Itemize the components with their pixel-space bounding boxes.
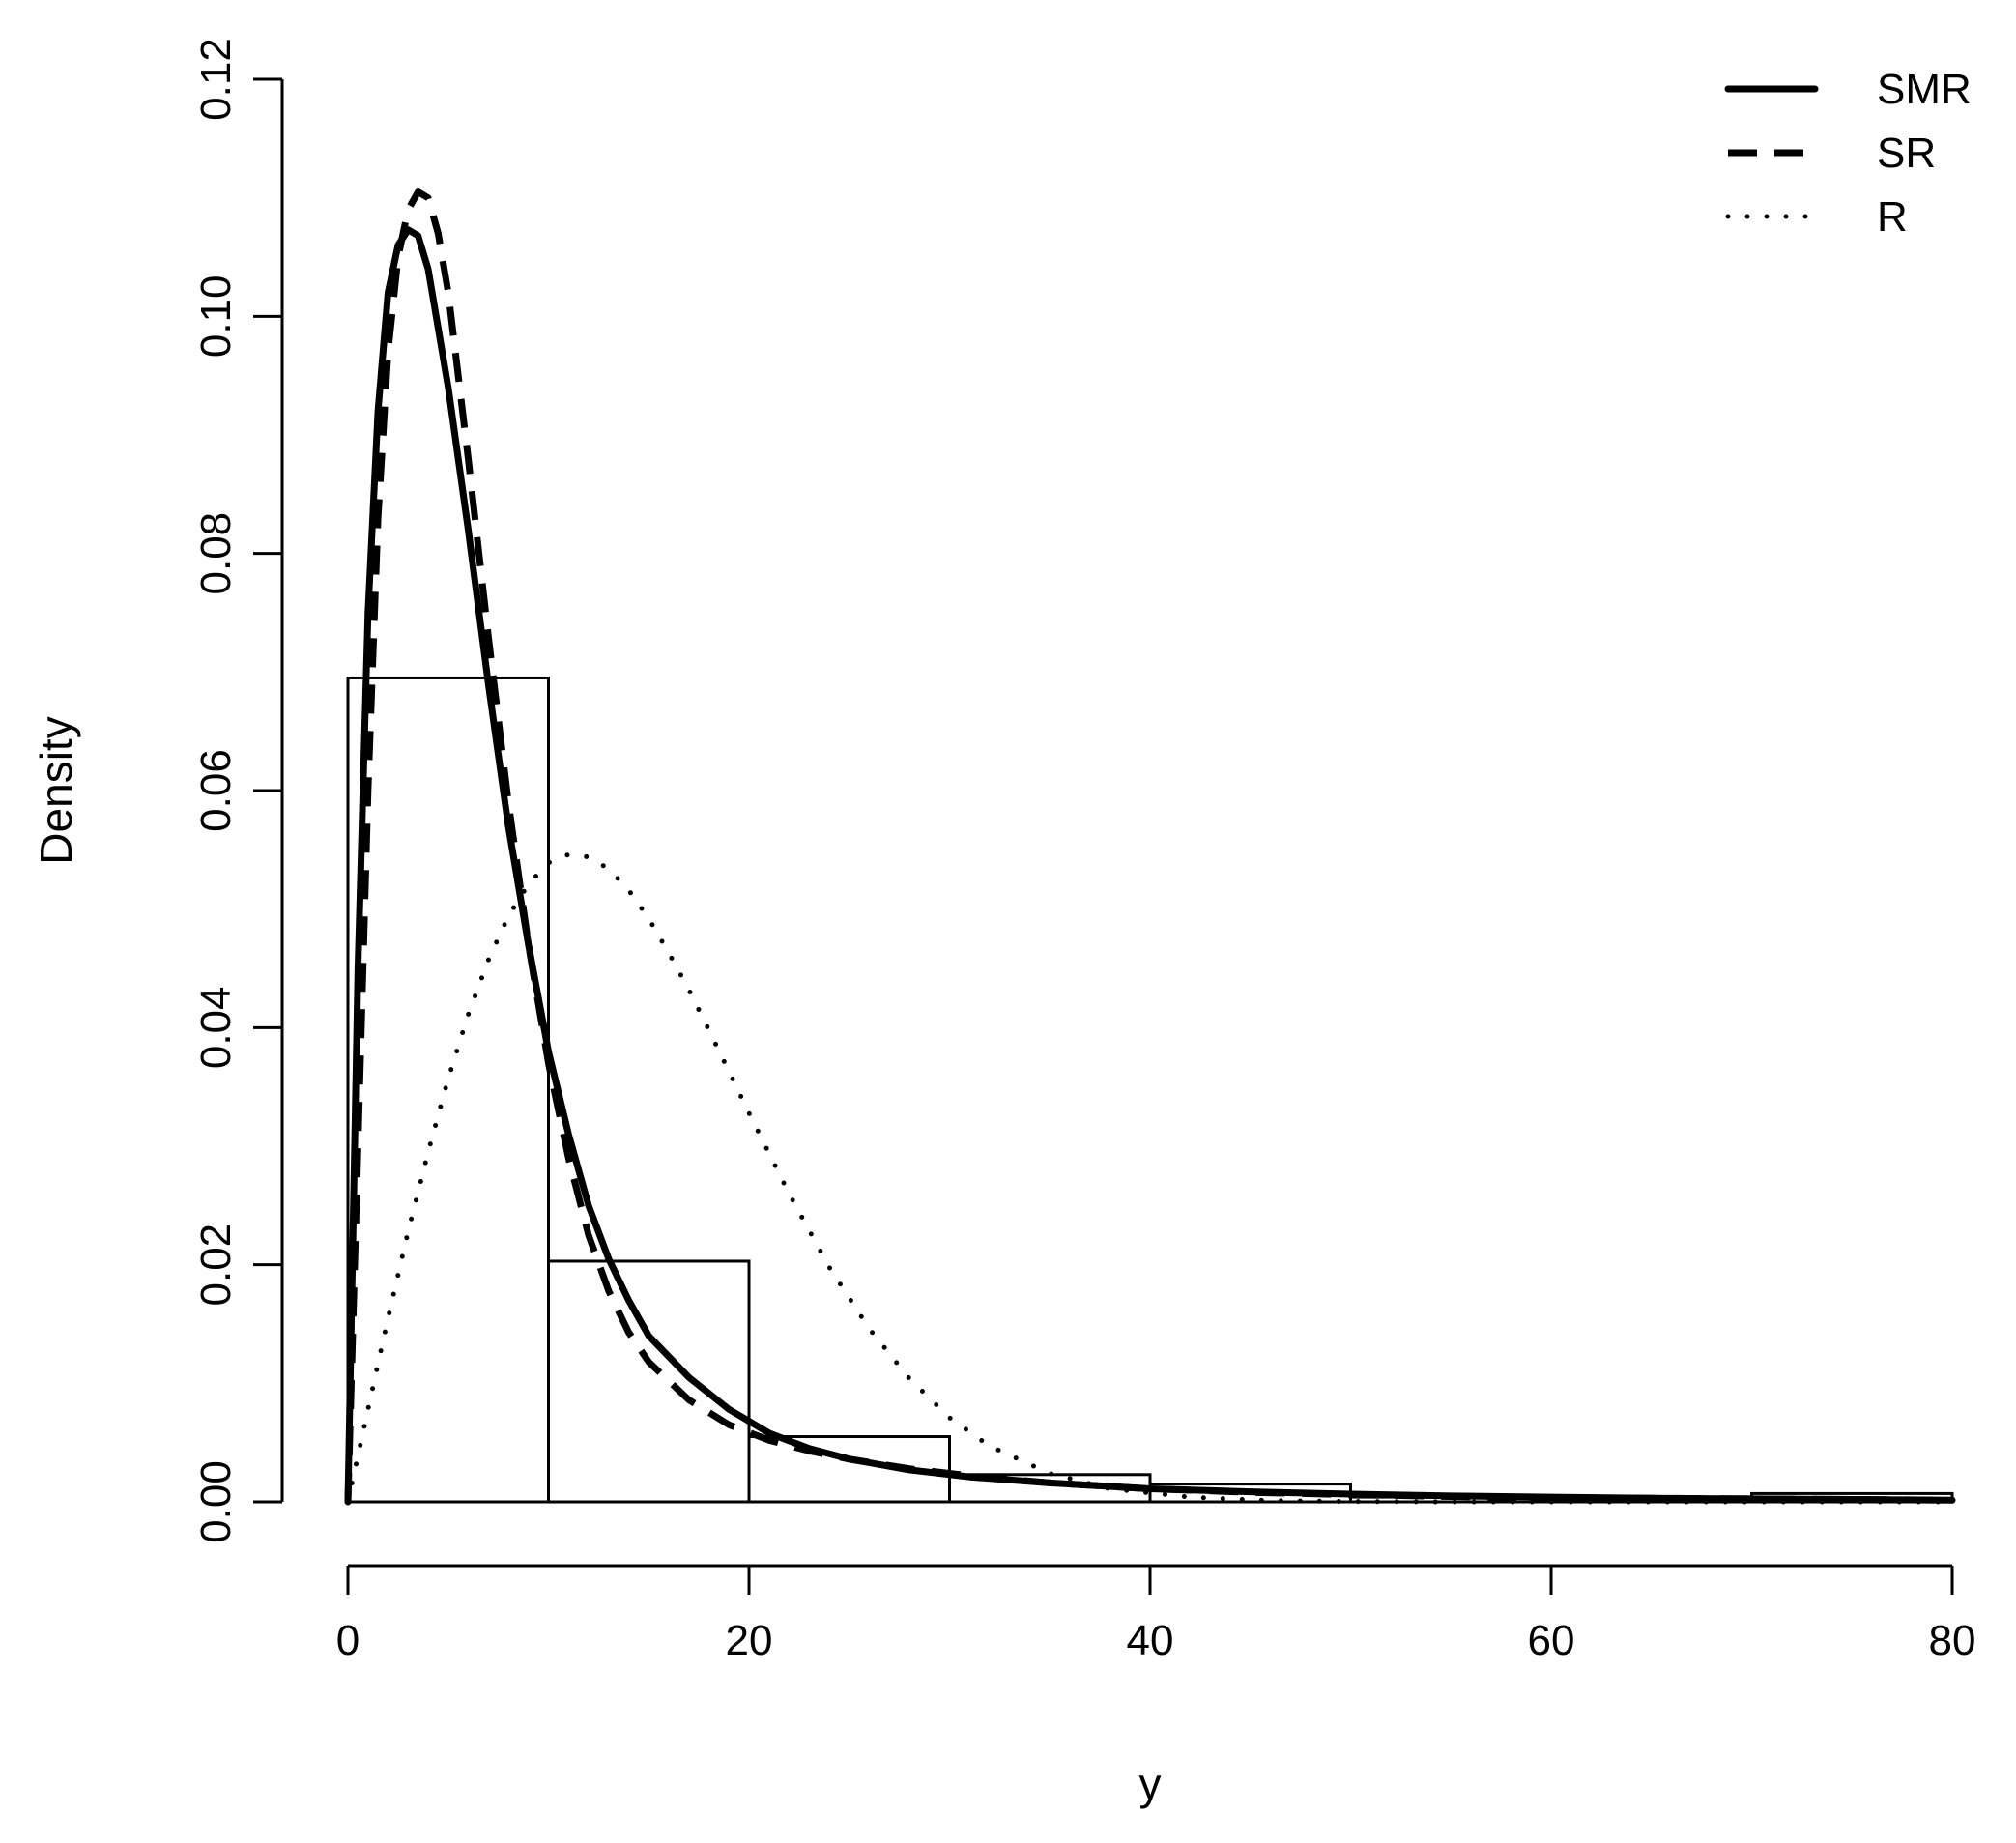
y-tick-label: 0.12 (192, 38, 240, 121)
y-tick-label: 0.06 (192, 749, 240, 832)
legend-item-sr: SR (1728, 130, 1936, 177)
y-axis: 0.00 0.02 0.04 0.06 0.08 0.10 0.12 Density (31, 38, 284, 1543)
legend-label: R (1877, 193, 1908, 241)
series-line-r (345, 851, 1955, 1505)
y-tick-label: 0.02 (192, 1224, 240, 1307)
histogram-bar (346, 676, 550, 1504)
density-curves (344, 188, 1956, 1506)
plot-area (344, 188, 1956, 1506)
legend: SMR SR R (1724, 66, 1972, 241)
legend-item-smr: SMR (1724, 66, 1972, 113)
x-tick-label: 40 (1127, 1617, 1174, 1664)
x-axis-title: y (1139, 1759, 1162, 1809)
x-tick-label: 0 (336, 1617, 360, 1664)
histogram-bars (346, 676, 1954, 1504)
series-line-sr (344, 188, 1953, 1504)
x-axis: 0 20 40 60 80 y (336, 1564, 1976, 1809)
x-tick-label: 20 (726, 1617, 773, 1664)
histogram-bar (547, 1259, 751, 1504)
y-tick-label: 0.10 (192, 275, 240, 359)
y-tick-label: 0.04 (192, 987, 240, 1070)
legend-label: SR (1877, 130, 1936, 177)
x-ticks: 0 20 40 60 80 (336, 1566, 1976, 1664)
series-line-smr (344, 226, 1956, 1506)
legend-item-r: R (1725, 193, 1908, 241)
legend-label: SMR (1877, 66, 1972, 113)
x-tick-label: 60 (1528, 1617, 1575, 1664)
y-axis-title: Density (31, 716, 81, 864)
histogram-bar (747, 1435, 951, 1504)
y-ticks: 0.00 0.02 0.04 0.06 0.08 0.10 0.12 (192, 38, 282, 1543)
y-tick-label: 0.00 (192, 1460, 240, 1543)
x-tick-label: 80 (1929, 1617, 1976, 1664)
y-tick-label: 0.08 (192, 512, 240, 595)
